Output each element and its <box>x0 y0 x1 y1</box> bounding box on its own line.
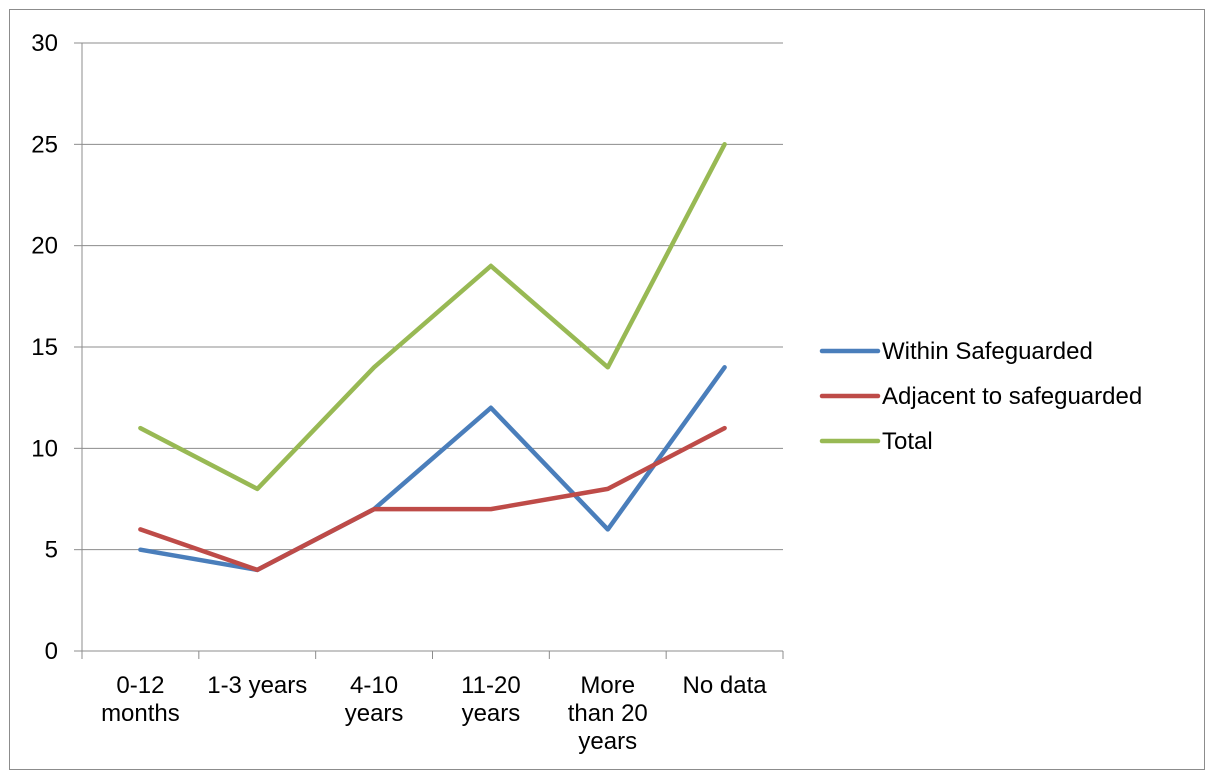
series-lines <box>138 142 727 573</box>
legend-label: Adjacent to safeguarded <box>882 383 1142 410</box>
y-axis-tick-labels: 0 5 10 15 20 25 30 <box>31 30 58 665</box>
y-tick-label: 30 <box>31 30 58 57</box>
axes <box>74 42 784 659</box>
x-tick-label: 1-3 years <box>207 672 307 699</box>
x-tick-label: More than 20 years <box>568 672 648 755</box>
y-tick-label: 10 <box>31 435 58 462</box>
y-tick-label: 20 <box>31 233 58 260</box>
chart-frame <box>9 9 1205 770</box>
y-tick-label: 25 <box>31 131 58 158</box>
x-tick-label: 4-10 years <box>345 672 404 727</box>
series-line-within-safeguarded <box>138 365 727 573</box>
x-tick-label: 11-20 years <box>461 672 521 727</box>
series-line-total <box>138 142 727 492</box>
legend: Within Safeguarded Adjacent to safeguarde… <box>819 338 1142 455</box>
legend-label: Total <box>882 428 933 455</box>
legend-label: Within Safeguarded <box>882 338 1093 365</box>
x-tick-label: No data <box>683 672 768 699</box>
y-tick-label: 5 <box>45 537 58 564</box>
series-line-adjacent-to-safeguarded <box>138 425 727 573</box>
y-tick-label: 15 <box>31 334 58 361</box>
x-tick-label: 0-12 months <box>101 672 180 727</box>
y-tick-label: 0 <box>45 638 58 665</box>
gridlines <box>82 42 783 551</box>
x-axis-tick-labels: 0-12 months 1-3 years 4-10 years 11-20 years Mo… <box>101 672 767 755</box>
